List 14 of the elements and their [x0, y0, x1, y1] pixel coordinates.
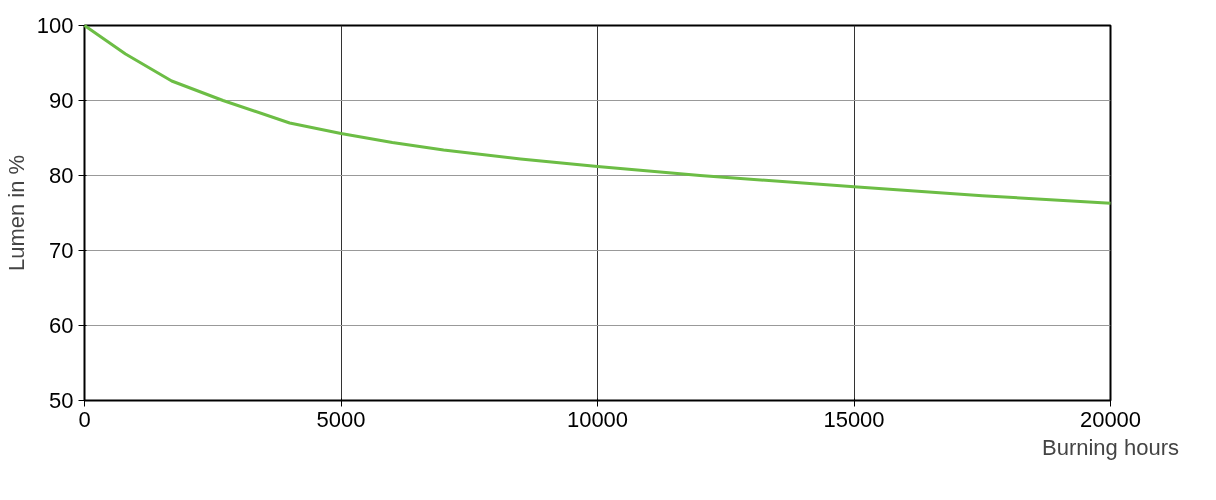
y-tick-label: 50 [49, 388, 74, 413]
x-tick-label: 10000 [566, 406, 629, 432]
y-tick-label: 100 [36, 13, 74, 38]
y-tick-label: 80 [49, 163, 74, 188]
line-series [83, 24, 1112, 205]
x-tick-label: 0 [78, 406, 91, 432]
y-tick-label: 70 [49, 238, 74, 263]
y-tick-label: 60 [49, 313, 74, 338]
y-axis-title: Lumen in % [3, 154, 29, 272]
y-tick-label: 90 [49, 88, 74, 113]
x-tick-label: 15000 [823, 406, 885, 432]
x-tick-label: 20000 [1079, 406, 1142, 432]
x-tick-label: 5000 [316, 406, 366, 432]
x-axis-title: Burning hours [1042, 434, 1179, 460]
